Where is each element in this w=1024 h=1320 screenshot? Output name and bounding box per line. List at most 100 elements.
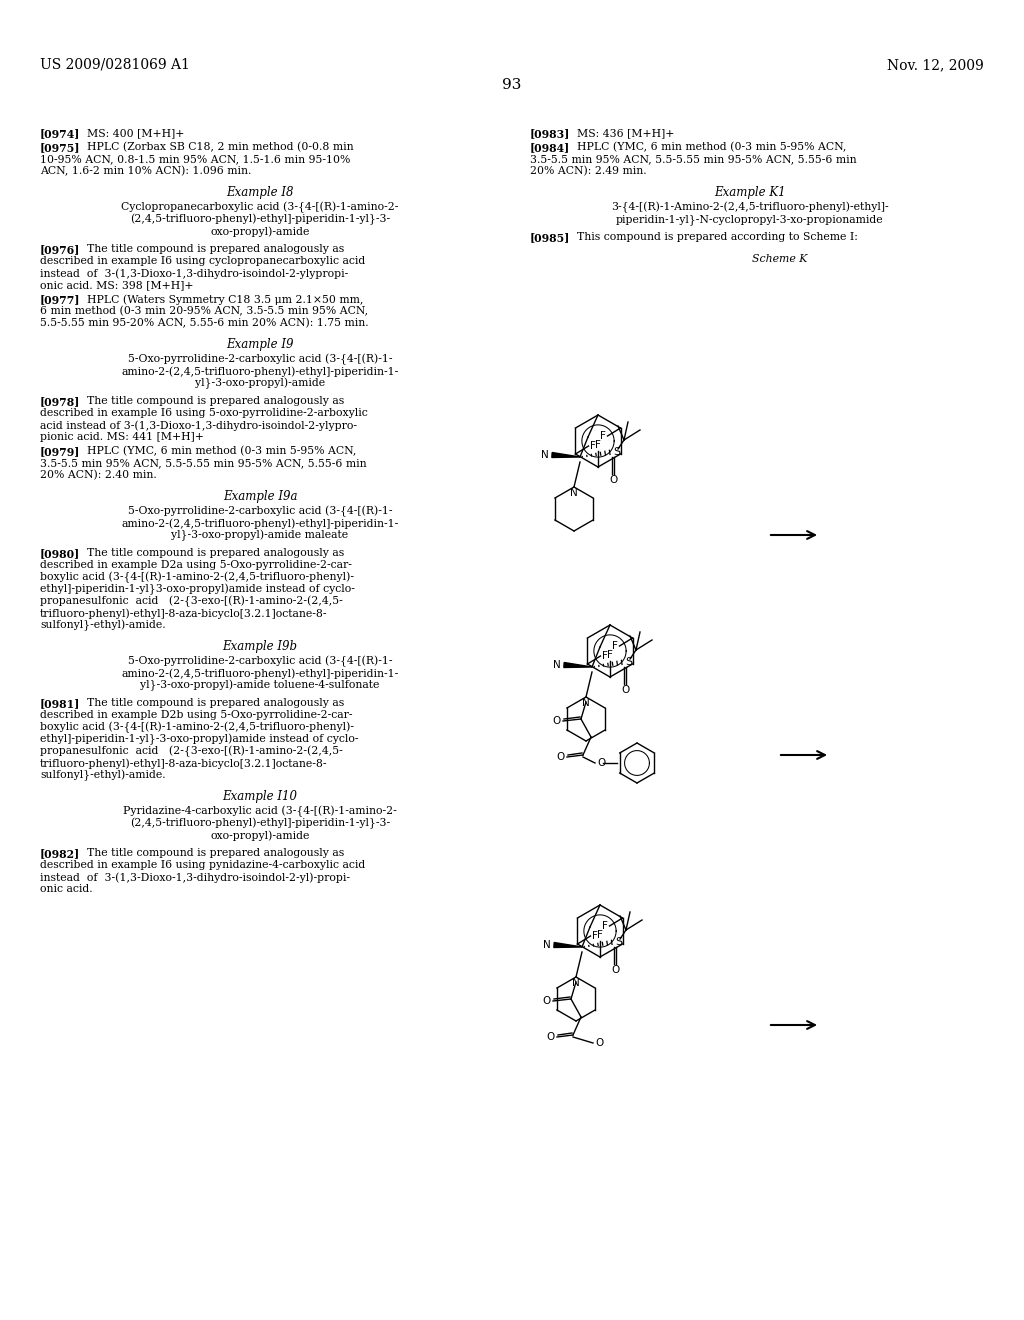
Text: Example I8: Example I8 — [226, 186, 294, 199]
Polygon shape — [564, 663, 592, 668]
Text: [0979]: [0979] — [40, 446, 80, 457]
Text: Scheme K: Scheme K — [753, 253, 808, 264]
Text: [0974]: [0974] — [40, 128, 80, 139]
Text: described in example I6 using 5-oxo-pyrrolidine-2-arboxylic: described in example I6 using 5-oxo-pyrr… — [40, 408, 368, 418]
Text: [0985]: [0985] — [530, 232, 570, 243]
Polygon shape — [554, 942, 582, 948]
Text: 3.5-5.5 min 95% ACN, 5.5-5.55 min 95-5% ACN, 5.55-6 min: 3.5-5.5 min 95% ACN, 5.5-5.55 min 95-5% … — [40, 458, 367, 469]
Text: Example I9a: Example I9a — [223, 490, 297, 503]
Text: S: S — [615, 937, 623, 946]
Text: [0977]: [0977] — [40, 294, 81, 305]
Text: instead  of  3-(1,3-Dioxo-1,3-dihydro-isoindol-2-yl)-propi-: instead of 3-(1,3-Dioxo-1,3-dihydro-isoi… — [40, 873, 350, 883]
Text: US 2009/0281069 A1: US 2009/0281069 A1 — [40, 58, 189, 73]
Text: piperidin-1-yl}-N-cyclopropyl-3-xo-propionamide: piperidin-1-yl}-N-cyclopropyl-3-xo-propi… — [616, 214, 884, 224]
Text: propanesulfonic  acid   (2-{3-exo-[(R)-1-amino-2-(2,4,5-: propanesulfonic acid (2-{3-exo-[(R)-1-am… — [40, 746, 343, 758]
Text: N: N — [570, 488, 578, 498]
Text: F: F — [595, 440, 601, 450]
Text: F: F — [607, 649, 613, 660]
Text: 10-95% ACN, 0.8-1.5 min 95% ACN, 1.5-1.6 min 95-10%: 10-95% ACN, 0.8-1.5 min 95% ACN, 1.5-1.6… — [40, 154, 350, 164]
Text: ethyl]-piperidin-1-yl}-3-oxo-propyl)amide instead of cyclo-: ethyl]-piperidin-1-yl}-3-oxo-propyl)amid… — [40, 734, 358, 746]
Text: yl}-3-oxo-propyl)-amide: yl}-3-oxo-propyl)-amide — [195, 378, 325, 389]
Text: [0975]: [0975] — [40, 143, 81, 153]
Text: 20% ACN): 2.40 min.: 20% ACN): 2.40 min. — [40, 470, 157, 480]
Text: N: N — [553, 660, 561, 671]
Text: O: O — [609, 475, 617, 484]
Text: onic acid.: onic acid. — [40, 884, 92, 894]
Text: yl}-3-oxo-propyl)-amide toluene-4-sulfonate: yl}-3-oxo-propyl)-amide toluene-4-sulfon… — [140, 680, 380, 692]
Text: O: O — [597, 758, 605, 768]
Text: 3.5-5.5 min 95% ACN, 5.5-5.55 min 95-5% ACN, 5.55-6 min: 3.5-5.5 min 95% ACN, 5.5-5.55 min 95-5% … — [530, 154, 857, 164]
Text: O: O — [553, 715, 561, 726]
Text: 5-Oxo-pyrrolidine-2-carboxylic acid (3-{4-[(R)-1-: 5-Oxo-pyrrolidine-2-carboxylic acid (3-{… — [128, 506, 392, 517]
Text: Example K1: Example K1 — [714, 186, 785, 199]
Text: O: O — [595, 1038, 603, 1048]
Text: HPLC (YMC, 6 min method (0-3 min 5-95% ACN,: HPLC (YMC, 6 min method (0-3 min 5-95% A… — [577, 143, 847, 152]
Text: The title compound is prepared analogously as: The title compound is prepared analogous… — [87, 244, 344, 253]
Text: amino-2-(2,4,5-trifluoro-phenyl)-ethyl]-piperidin-1-: amino-2-(2,4,5-trifluoro-phenyl)-ethyl]-… — [122, 366, 398, 376]
Text: Example I9b: Example I9b — [222, 640, 298, 653]
Text: described in example D2a using 5-Oxo-pyrrolidine-2-car-: described in example D2a using 5-Oxo-pyr… — [40, 560, 352, 570]
Text: amino-2-(2,4,5-trifluoro-phenyl)-ethyl]-piperidin-1-: amino-2-(2,4,5-trifluoro-phenyl)-ethyl]-… — [122, 517, 398, 528]
Text: yl}-3-oxo-propyl)-amide maleate: yl}-3-oxo-propyl)-amide maleate — [171, 531, 348, 541]
Text: propanesulfonic  acid   (2-{3-exo-[(R)-1-amino-2-(2,4,5-: propanesulfonic acid (2-{3-exo-[(R)-1-am… — [40, 597, 343, 607]
Text: onic acid. MS: 398 [M+H]+: onic acid. MS: 398 [M+H]+ — [40, 280, 194, 290]
Text: described in example D2b using 5-Oxo-pyrrolidine-2-car-: described in example D2b using 5-Oxo-pyr… — [40, 710, 352, 719]
Text: O: O — [547, 1032, 555, 1041]
Text: F: F — [602, 921, 607, 931]
Text: instead  of  3-(1,3-Dioxo-1,3-dihydro-isoindol-2-ylypropi-: instead of 3-(1,3-Dioxo-1,3-dihydro-isoi… — [40, 268, 348, 279]
Text: acid instead of 3-(1,3-Dioxo-1,3-dihydro-isoindol-2-ylypro-: acid instead of 3-(1,3-Dioxo-1,3-dihydro… — [40, 420, 357, 430]
Text: HPLC (YMC, 6 min method (0-3 min 5-95% ACN,: HPLC (YMC, 6 min method (0-3 min 5-95% A… — [87, 446, 356, 457]
Text: [0984]: [0984] — [530, 143, 570, 153]
Text: (2,4,5-trifluoro-phenyl)-ethyl]-piperidin-1-yl}-3-: (2,4,5-trifluoro-phenyl)-ethyl]-piperidi… — [130, 818, 390, 829]
Text: The title compound is prepared analogously as: The title compound is prepared analogous… — [87, 396, 344, 407]
Text: trifluoro-phenyl)-ethyl]-8-aza-bicyclo[3.2.1]octane-8-: trifluoro-phenyl)-ethyl]-8-aza-bicyclo[3… — [40, 609, 328, 619]
Text: O: O — [557, 752, 565, 762]
Text: The title compound is prepared analogously as: The title compound is prepared analogous… — [87, 548, 344, 558]
Text: 5.5-5.55 min 95-20% ACN, 5.55-6 min 20% ACN): 1.75 min.: 5.5-5.55 min 95-20% ACN, 5.55-6 min 20% … — [40, 318, 369, 329]
Text: N: N — [542, 450, 549, 459]
Text: [0980]: [0980] — [40, 548, 80, 558]
Text: This compound is prepared according to Scheme I:: This compound is prepared according to S… — [577, 232, 858, 242]
Text: MS: 436 [M+H]+: MS: 436 [M+H]+ — [577, 128, 675, 139]
Text: HPLC (Waters Symmetry C18 3.5 μm 2.1×50 mm,: HPLC (Waters Symmetry C18 3.5 μm 2.1×50 … — [87, 294, 364, 305]
Text: Pyridazine-4-carboxylic acid (3-{4-[(R)-1-amino-2-: Pyridazine-4-carboxylic acid (3-{4-[(R)-… — [123, 807, 397, 817]
Text: 6 min method (0-3 min 20-95% ACN, 3.5-5.5 min 95% ACN,: 6 min method (0-3 min 20-95% ACN, 3.5-5.… — [40, 306, 368, 317]
Text: trifluoro-phenyl)-ethyl]-8-aza-bicyclo[3.2.1]octane-8-: trifluoro-phenyl)-ethyl]-8-aza-bicyclo[3… — [40, 758, 328, 768]
Text: 5-Oxo-pyrrolidine-2-carboxylic acid (3-{4-[(R)-1-: 5-Oxo-pyrrolidine-2-carboxylic acid (3-{… — [128, 656, 392, 668]
Text: [0978]: [0978] — [40, 396, 80, 407]
Text: O: O — [543, 997, 551, 1006]
Text: sulfonyl}-ethyl)-amide.: sulfonyl}-ethyl)-amide. — [40, 620, 166, 631]
Text: ethyl]-piperidin-1-yl}3-oxo-propyl)amide instead of cyclo-: ethyl]-piperidin-1-yl}3-oxo-propyl)amide… — [40, 583, 355, 595]
Text: HPLC (Zorbax SB C18, 2 min method (0-0.8 min: HPLC (Zorbax SB C18, 2 min method (0-0.8… — [87, 143, 353, 152]
Text: boxylic acid (3-{4-[(R)-1-amino-2-(2,4,5-trifluoro-phenyl)-: boxylic acid (3-{4-[(R)-1-amino-2-(2,4,5… — [40, 572, 354, 583]
Text: described in example I6 using pynidazine-4-carboxylic acid: described in example I6 using pynidazine… — [40, 861, 366, 870]
Text: F: F — [591, 441, 596, 451]
Text: F: F — [593, 931, 598, 941]
Text: MS: 400 [M+H]+: MS: 400 [M+H]+ — [87, 128, 184, 139]
Text: Nov. 12, 2009: Nov. 12, 2009 — [887, 58, 984, 73]
Text: N: N — [582, 698, 590, 708]
Text: [0976]: [0976] — [40, 244, 80, 255]
Text: 5-Oxo-pyrrolidine-2-carboxylic acid (3-{4-[(R)-1-: 5-Oxo-pyrrolidine-2-carboxylic acid (3-{… — [128, 354, 392, 366]
Text: Example I9: Example I9 — [226, 338, 294, 351]
Text: Cyclopropanecarboxylic acid (3-{4-[(R)-1-amino-2-: Cyclopropanecarboxylic acid (3-{4-[(R)-1… — [121, 202, 398, 214]
Text: S: S — [613, 447, 621, 457]
Text: N: N — [572, 978, 580, 987]
Text: ACN, 1.6-2 min 10% ACN): 1.096 min.: ACN, 1.6-2 min 10% ACN): 1.096 min. — [40, 166, 251, 177]
Text: F: F — [597, 931, 603, 940]
Text: [0982]: [0982] — [40, 847, 80, 859]
Text: boxylic acid (3-{4-[(R)-1-amino-2-(2,4,5-trifluoro-phenyl)-: boxylic acid (3-{4-[(R)-1-amino-2-(2,4,5… — [40, 722, 354, 734]
Text: sulfonyl}-ethyl)-amide.: sulfonyl}-ethyl)-amide. — [40, 770, 166, 781]
Text: (2,4,5-trifluoro-phenyl)-ethyl]-piperidin-1-yl}-3-: (2,4,5-trifluoro-phenyl)-ethyl]-piperidi… — [130, 214, 390, 226]
Text: S: S — [625, 657, 632, 667]
Text: pionic acid. MS: 441 [M+H]+: pionic acid. MS: 441 [M+H]+ — [40, 432, 204, 442]
Text: 20% ACN): 2.49 min.: 20% ACN): 2.49 min. — [530, 166, 646, 177]
Text: amino-2-(2,4,5-trifluoro-phenyl)-ethyl]-piperidin-1-: amino-2-(2,4,5-trifluoro-phenyl)-ethyl]-… — [122, 668, 398, 678]
Text: F: F — [602, 651, 608, 661]
Polygon shape — [552, 453, 580, 458]
Text: [0983]: [0983] — [530, 128, 570, 139]
Text: The title compound is prepared analogously as: The title compound is prepared analogous… — [87, 698, 344, 708]
Text: [0981]: [0981] — [40, 698, 80, 709]
Text: oxo-propyl)-amide: oxo-propyl)-amide — [210, 226, 309, 236]
Text: N: N — [544, 940, 551, 950]
